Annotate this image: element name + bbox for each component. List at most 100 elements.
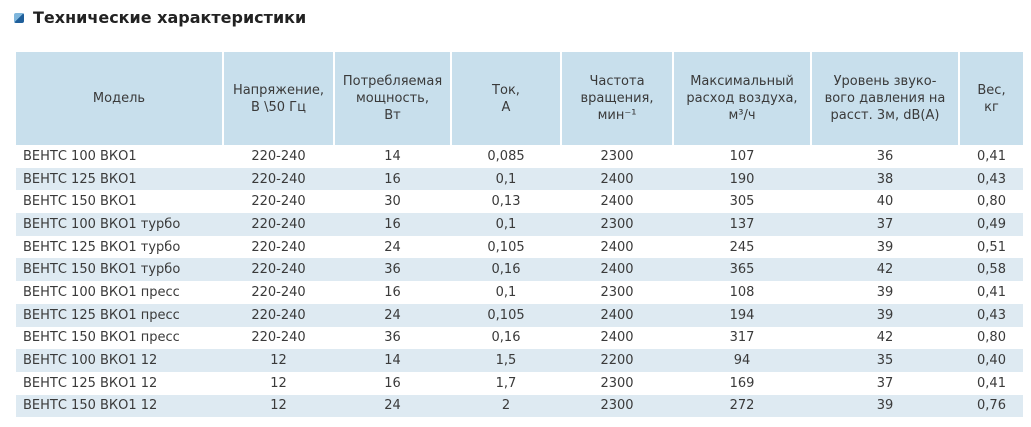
- table-cell: 0,80: [977, 330, 1006, 346]
- table-cell: 0,1: [451, 167, 561, 191]
- table-cell: 36: [334, 258, 451, 282]
- table-cell: 220-240: [251, 194, 306, 210]
- table-cell: 14: [334, 349, 451, 372]
- table-cell: 39: [811, 303, 959, 327]
- table-cell: 0,1: [495, 284, 517, 300]
- table-row: ВЕНТС 150 ВКО1 220-240 30 0,13 2400 305 40 0,80: [16, 190, 1023, 213]
- header-cell: Потребляемая мощность, Вт: [333, 52, 451, 145]
- header-line: Напряжение,: [232, 82, 325, 98]
- header-line: расход воздуха,: [686, 91, 798, 106]
- table-cell: 220-240: [251, 239, 306, 255]
- table-cell: 37: [811, 213, 959, 236]
- table-cell: 2400: [600, 330, 634, 346]
- table-cell: 1,7: [495, 375, 517, 391]
- header-line: мощность,: [356, 91, 429, 106]
- header-cell: Напряжение, В \50 Гц: [222, 52, 334, 145]
- table-cell: 39: [876, 284, 894, 300]
- header-line: мин⁻¹: [597, 108, 637, 123]
- table-cell: 12: [223, 394, 334, 418]
- table-cell: 2200: [561, 349, 673, 372]
- table-row: ВЕНТС 150 ВКО1 пресс 220-240 36 0,16 2400 317…: [16, 327, 1023, 350]
- table-cell: 12: [223, 349, 334, 372]
- title-icon: [14, 12, 24, 23]
- header-line: расст. 3м, dB(A): [830, 108, 940, 123]
- table-cell: 36: [876, 148, 894, 164]
- table-cell: 0,085: [487, 148, 525, 164]
- table-cell: 1,5: [451, 349, 561, 372]
- table-cell: ВЕНТС 125 ВКО1 12: [23, 375, 158, 391]
- table-cell: 0,49: [959, 213, 1023, 236]
- header-line: Ток,: [492, 82, 520, 98]
- table-cell: ВЕНТС 150 ВКО1 12: [16, 394, 223, 418]
- table-cell: 42: [811, 258, 959, 282]
- table-cell: ВЕНТС 125 ВКО1: [16, 167, 223, 191]
- spec-table: Модель Напряжение, В \50 Гц Потребляемая мощ…: [15, 52, 1023, 418]
- table-cell: 0,76: [959, 394, 1023, 418]
- table-row: ВЕНТС 150 ВКО1 12 12 24 2 2300 272 39 0,76: [16, 394, 1023, 418]
- section-title: Технические характеристики: [14, 8, 306, 27]
- table-cell: 16: [334, 213, 451, 236]
- table-cell: 14: [384, 148, 401, 164]
- table-cell: 220-240: [223, 213, 334, 236]
- table-cell: 220-240: [223, 303, 334, 327]
- header-cell: Уровень звуко-вого давления на расст. 3м,…: [810, 52, 959, 145]
- table-cell: ВЕНТС 125 ВКО1 пресс: [16, 303, 223, 327]
- table-cell: 2400: [561, 303, 673, 327]
- table-cell: 108: [729, 284, 755, 300]
- table-cell: 39: [811, 394, 959, 418]
- table-row: ВЕНТС 125 ВКО1 220-240 16 0,1 2400 190 38 0,43: [16, 167, 1023, 191]
- table-row: ВЕНТС 100 ВКО1 пресс 220-240 16 0,1 2300 108 3…: [16, 281, 1023, 304]
- table-cell: 220-240: [251, 148, 306, 164]
- table-cell: ВЕНТС 125 ВКО1 турбо: [23, 239, 181, 255]
- table-cell: 24: [384, 239, 401, 255]
- header-line: В \50 Гц: [251, 99, 306, 115]
- header-line: Потребляемая: [342, 74, 443, 89]
- table-row: ВЕНТС 100 ВКО1 турбо 220-240 16 0,1 2300 137 3…: [16, 213, 1023, 236]
- table-cell: 2400: [561, 258, 673, 282]
- table-row: ВЕНТС 150 ВКО1 турбо 220-240 36 0,16 2400 365…: [16, 258, 1023, 282]
- table-cell: 0,80: [977, 194, 1006, 210]
- table-cell: 0,13: [491, 194, 521, 210]
- table-body: ВЕНТС 100 ВКО1 220-240 14 0,085 2300 107 36 0,4…: [16, 145, 1023, 418]
- table-cell: 305: [729, 194, 755, 210]
- table-cell: 194: [673, 303, 811, 327]
- table-row: ВЕНТС 125 ВКО1 12 12 16 1,7 2300 169 37 0,41: [16, 372, 1023, 395]
- table-cell: 220-240: [223, 167, 334, 191]
- header-line: Вт: [384, 108, 401, 123]
- table-cell: 2300: [600, 148, 634, 164]
- table-cell: ВЕНТС 150 ВКО1: [23, 194, 137, 210]
- table-cell: 2300: [561, 213, 673, 236]
- table-cell: 0,41: [977, 148, 1006, 164]
- header-line: Вес,: [977, 82, 1006, 98]
- table-cell: ВЕНТС 100 ВКО1: [23, 148, 137, 164]
- table-cell: 220-240: [251, 284, 306, 300]
- header-line: м³/ч: [728, 108, 756, 123]
- table-cell: 0,43: [959, 303, 1023, 327]
- table-cell: ВЕНТС 100 ВКО1 пресс: [23, 284, 180, 300]
- table-cell: 0,58: [959, 258, 1023, 282]
- table-cell: 30: [384, 194, 401, 210]
- table-cell: 16: [384, 375, 401, 391]
- table-cell: 317: [729, 330, 755, 346]
- table-row: ВЕНТС 100 ВКО1 12 12 14 1,5 2200 94 35 0,40: [16, 349, 1023, 372]
- table-cell: 2300: [600, 284, 634, 300]
- header-line: А: [501, 99, 511, 115]
- table-cell: 42: [876, 330, 894, 346]
- header-row: Модель Напряжение, В \50 Гц Потребляемая мощ…: [16, 52, 1023, 145]
- table-row: ВЕНТС 100 ВКО1 220-240 14 0,085 2300 107 36 0,4…: [16, 145, 1023, 168]
- title-text: Технические характеристики: [33, 8, 307, 27]
- table-cell: 24: [334, 394, 451, 418]
- table-row: ВЕНТС 125 ВКО1 пресс 220-240 24 0,105 2400 19…: [16, 303, 1023, 327]
- table-cell: 0,16: [491, 330, 521, 346]
- table-cell: 137: [673, 213, 811, 236]
- table-cell: 39: [876, 239, 894, 255]
- table-cell: 220-240: [223, 258, 334, 282]
- table-cell: 245: [729, 239, 755, 255]
- table-cell: 24: [334, 303, 451, 327]
- table-cell: 12: [270, 375, 287, 391]
- table-cell: 16: [384, 284, 401, 300]
- header-line: Максимальный: [690, 74, 794, 89]
- table-cell: 169: [729, 375, 755, 391]
- header-line: Модель: [92, 91, 146, 106]
- header-cell: Вес, кг: [958, 52, 1023, 145]
